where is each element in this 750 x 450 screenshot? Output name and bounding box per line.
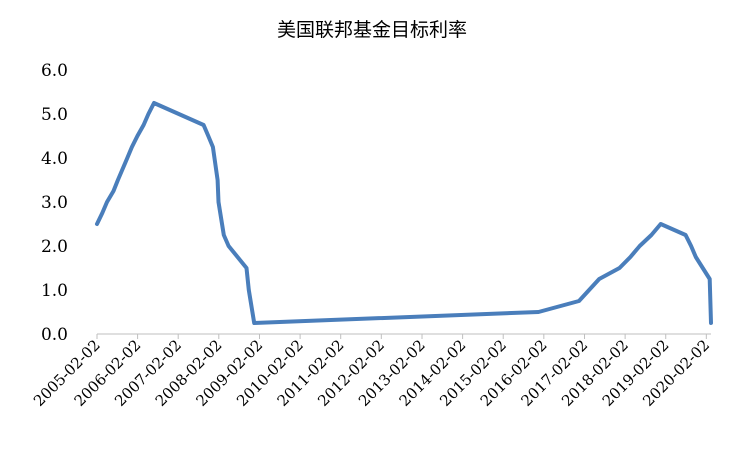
y-tick-label: 0.0 — [41, 325, 68, 345]
y-tick-label: 2.0 — [41, 237, 68, 257]
y-tick-label: 3.0 — [41, 193, 68, 213]
series-line-fed-funds-rate — [95, 101, 713, 325]
y-tick-label: 5.0 — [41, 105, 68, 125]
chart-title: 美国联邦基金目标利率 — [277, 19, 467, 41]
y-tick-label: 4.0 — [41, 149, 68, 169]
y-tick-label: 1.0 — [41, 281, 68, 301]
y-axis-ticks: 0.0 1.0 2.0 3.0 4.0 5.0 6.0 — [41, 61, 68, 345]
y-tick-label: 6.0 — [41, 61, 68, 81]
x-axis-ticks: 2005-02-022006-02-022007-02-022008-02-02… — [30, 334, 713, 410]
